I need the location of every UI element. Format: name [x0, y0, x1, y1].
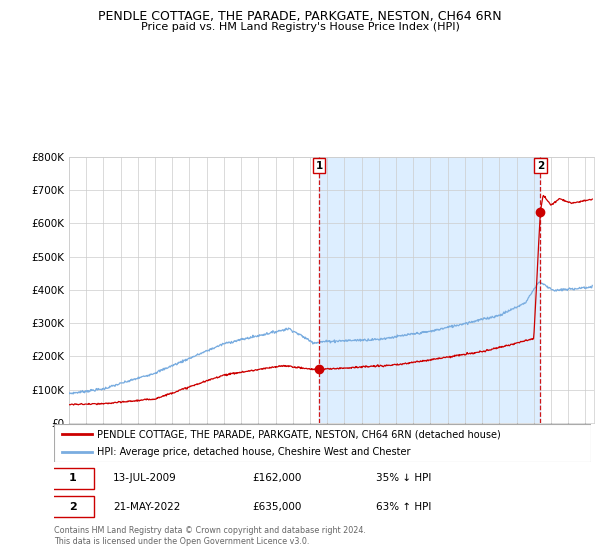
- Text: £635,000: £635,000: [253, 502, 302, 512]
- Text: 21-MAY-2022: 21-MAY-2022: [113, 502, 181, 512]
- Text: PENDLE COTTAGE, THE PARADE, PARKGATE, NESTON, CH64 6RN: PENDLE COTTAGE, THE PARADE, PARKGATE, NE…: [98, 10, 502, 23]
- Text: 2: 2: [536, 161, 544, 171]
- FancyBboxPatch shape: [52, 496, 94, 517]
- Text: Price paid vs. HM Land Registry's House Price Index (HPI): Price paid vs. HM Land Registry's House …: [140, 22, 460, 32]
- Text: 63% ↑ HPI: 63% ↑ HPI: [376, 502, 431, 512]
- Text: £162,000: £162,000: [253, 473, 302, 483]
- Text: 13-JUL-2009: 13-JUL-2009: [113, 473, 177, 483]
- Text: Contains HM Land Registry data © Crown copyright and database right 2024.
This d: Contains HM Land Registry data © Crown c…: [54, 526, 366, 546]
- FancyBboxPatch shape: [54, 424, 591, 462]
- Text: 2: 2: [69, 502, 77, 512]
- Bar: [319, 157, 540, 423]
- Text: HPI: Average price, detached house, Cheshire West and Chester: HPI: Average price, detached house, Ches…: [97, 447, 410, 457]
- Text: 35% ↓ HPI: 35% ↓ HPI: [376, 473, 431, 483]
- Text: 1: 1: [69, 473, 77, 483]
- Text: 1: 1: [316, 161, 323, 171]
- FancyBboxPatch shape: [52, 468, 94, 488]
- Text: PENDLE COTTAGE, THE PARADE, PARKGATE, NESTON, CH64 6RN (detached house): PENDLE COTTAGE, THE PARADE, PARKGATE, NE…: [97, 429, 501, 439]
